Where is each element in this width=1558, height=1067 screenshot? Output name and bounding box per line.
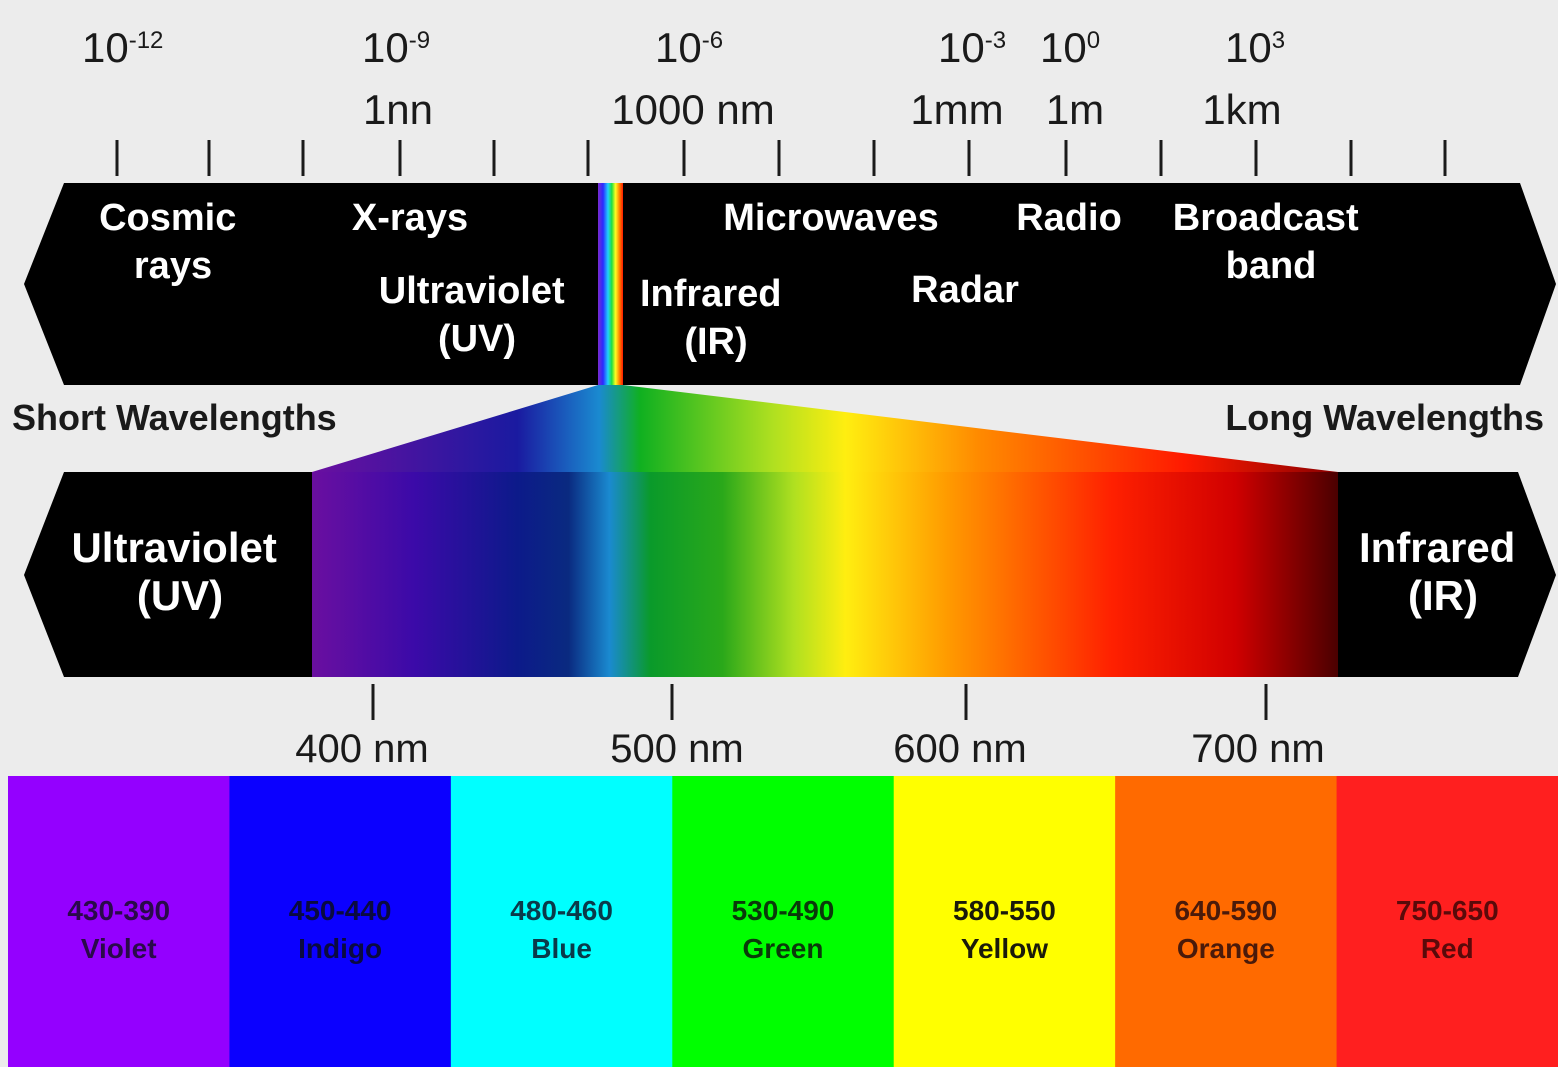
color-band-blue	[450, 776, 673, 1067]
nm-tick-label: 700 nm	[1191, 727, 1324, 771]
color-band-name: Orange	[1177, 933, 1275, 964]
color-band-red	[1336, 776, 1558, 1067]
nm-tick-label: 400 nm	[295, 727, 428, 771]
color-band-range: 750-650	[1396, 895, 1499, 926]
short-wavelengths-label: Short Wavelengths	[12, 397, 337, 438]
scale-power-label: 100	[1040, 24, 1100, 71]
scale-power-label: 103	[1225, 24, 1285, 71]
scale-unit-label: 1nn	[363, 86, 433, 133]
band-label-cosmic-rays: Cosmic rays	[99, 197, 247, 287]
band-label-radar: Radar	[911, 269, 1019, 311]
color-band-name: Indigo	[298, 933, 382, 964]
em-spectrum-bar	[24, 183, 1556, 385]
band-label-radio: Radio	[1016, 197, 1122, 239]
nm-ticks: 400 nm 500 nm 600 nm 700 nm	[295, 684, 1325, 771]
color-band-name: Green	[743, 933, 824, 964]
visible-spectrum-gradient	[312, 472, 1338, 677]
visible-bar-ir-label: Infrared (IR)	[1359, 524, 1527, 619]
nm-tick-label: 600 nm	[893, 727, 1026, 771]
scale-ticks	[115, 140, 1447, 176]
color-band-range: 530-490	[732, 895, 835, 926]
color-band-range: 480-460	[510, 895, 613, 926]
scale-unit-label: 1m	[1046, 86, 1104, 133]
color-band-name: Red	[1421, 933, 1474, 964]
band-label-broadcast-band: Broadcast band	[1173, 197, 1369, 287]
scale-power-label: 10-3	[938, 24, 1006, 71]
visible-light-strip	[598, 183, 623, 385]
scale-unit-label: 1mm	[910, 86, 1003, 133]
color-band-name: Blue	[531, 933, 592, 964]
band-label-x-rays: X-rays	[352, 197, 468, 239]
color-band-indigo	[229, 776, 452, 1067]
long-wavelengths-label: Long Wavelengths	[1225, 397, 1544, 438]
color-band-orange	[1115, 776, 1338, 1067]
color-band-green	[672, 776, 895, 1067]
em-band-labels: Cosmic rays X-rays Ultraviolet (UV) Infr…	[99, 197, 1369, 363]
band-label-microwaves: Microwaves	[723, 197, 938, 239]
color-band-name: Violet	[81, 933, 157, 964]
visible-spectrum-fan	[312, 385, 1338, 472]
color-band-violet	[8, 776, 230, 1067]
scale-unit-labels: 1nn 1000 nm 1mm 1m 1km	[363, 86, 1282, 133]
color-band-yellow	[893, 776, 1116, 1067]
scale-power-labels: 10-12 10-9 10-6 10-3 100 103	[82, 24, 1285, 71]
color-bands: 430-390 Violet 450-440 Indigo 480-460 Blue 530…	[8, 776, 1558, 1067]
scale-power-label: 10-6	[655, 24, 723, 71]
color-band-name: Yellow	[961, 933, 1048, 964]
scale-unit-label: 1km	[1202, 86, 1281, 133]
color-band-range: 640-590	[1174, 895, 1277, 926]
nm-tick-label: 500 nm	[610, 727, 743, 771]
band-label-infrared: Infrared (IR)	[640, 273, 792, 363]
scale-unit-label: 1000 nm	[611, 86, 774, 133]
scale-power-label: 10-12	[82, 24, 163, 71]
band-label-ultraviolet: Ultraviolet (UV)	[379, 270, 575, 360]
color-band-range: 580-550	[953, 895, 1056, 926]
visible-bar-uv-label: Ultraviolet (UV)	[71, 524, 288, 619]
scale-power-label: 10-9	[362, 24, 430, 71]
color-band-range: 430-390	[67, 895, 170, 926]
color-band-range: 450-440	[289, 895, 392, 926]
